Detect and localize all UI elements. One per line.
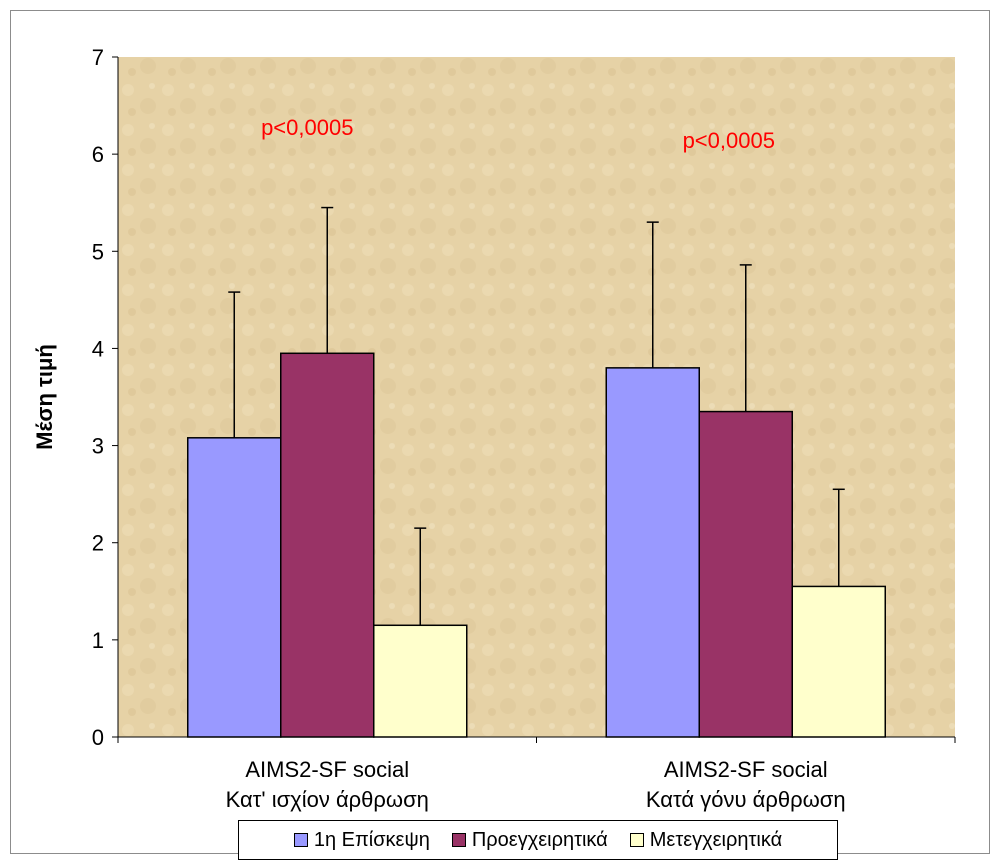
- bar: [188, 438, 281, 737]
- p-value-annotation: p<0,0005: [683, 128, 775, 153]
- y-tick-label: 3: [92, 434, 104, 459]
- legend: 1η Επίσκεψη Προεγχειρητικά Μετεγχειρητικά: [238, 820, 838, 860]
- y-tick-label: 2: [92, 531, 104, 556]
- x-category-label: Κατ' ισχίον άρθρωση: [226, 787, 429, 812]
- bar: [281, 353, 374, 737]
- y-tick-label: 6: [92, 142, 104, 167]
- y-tick-label: 4: [92, 336, 104, 361]
- y-axis-label: Μέση τιμή: [32, 344, 57, 450]
- legend-swatch: [452, 833, 466, 847]
- legend-label: Προεγχειρητικά: [472, 829, 608, 852]
- x-category-label: Κατά γόνυ άρθρωση: [646, 787, 846, 812]
- x-category-label: AIMS2-SF social: [245, 757, 409, 782]
- bar: [606, 368, 699, 737]
- bar: [699, 412, 792, 737]
- legend-label: 1η Επίσκεψη: [314, 829, 430, 852]
- bar: [374, 625, 467, 737]
- y-tick-label: 5: [92, 239, 104, 264]
- y-tick-label: 7: [92, 45, 104, 70]
- y-tick-label: 1: [92, 628, 104, 653]
- legend-item: 1η Επίσκεψη: [294, 829, 430, 852]
- legend-swatch: [294, 833, 308, 847]
- x-category-label: AIMS2-SF social: [664, 757, 828, 782]
- legend-label: Μετεγχειρητικά: [650, 829, 782, 852]
- y-tick-label: 0: [92, 725, 104, 750]
- legend-item: Μετεγχειρητικά: [630, 829, 782, 852]
- legend-swatch: [630, 833, 644, 847]
- legend-item: Προεγχειρητικά: [452, 829, 608, 852]
- bar: [792, 586, 885, 737]
- p-value-annotation: p<0,0005: [261, 115, 353, 140]
